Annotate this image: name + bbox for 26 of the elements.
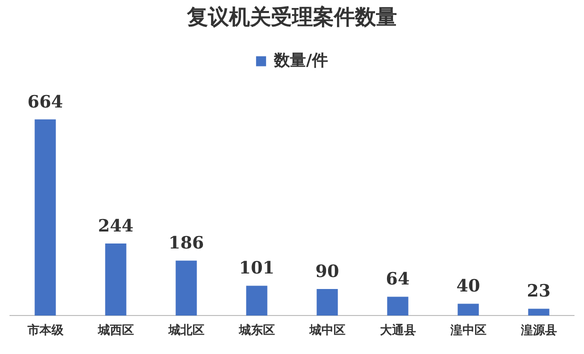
data-label: 23 [526,282,551,302]
bar [528,308,550,316]
bar [458,304,479,316]
bar [246,286,268,316]
bar [387,296,408,316]
bar [176,260,197,316]
x-tick-label: 大通县 [380,322,416,337]
chart-title: 复议机关受理案件数量 [186,4,397,30]
data-label: 186 [168,234,204,254]
legend-label: 数量/件 [273,50,328,70]
x-tick-label: 城中区 [308,322,346,337]
data-label: 244 [98,216,134,236]
x-tick-label: 城北区 [167,322,204,337]
bar [105,244,126,316]
data-label: 101 [239,258,274,279]
x-tick-label: 城西区 [96,322,134,337]
x-tick-label: 城东区 [238,322,275,337]
data-label: 664 [28,92,64,112]
data-label: 90 [315,262,340,282]
x-tick-label: 市本级 [26,322,64,337]
bar [316,289,338,316]
x-tick-label: 湟源县 [520,322,557,337]
data-label: 40 [456,276,480,297]
x-tick-label: 湟中区 [449,322,486,337]
data-label: 64 [386,270,410,290]
bar [34,119,56,316]
